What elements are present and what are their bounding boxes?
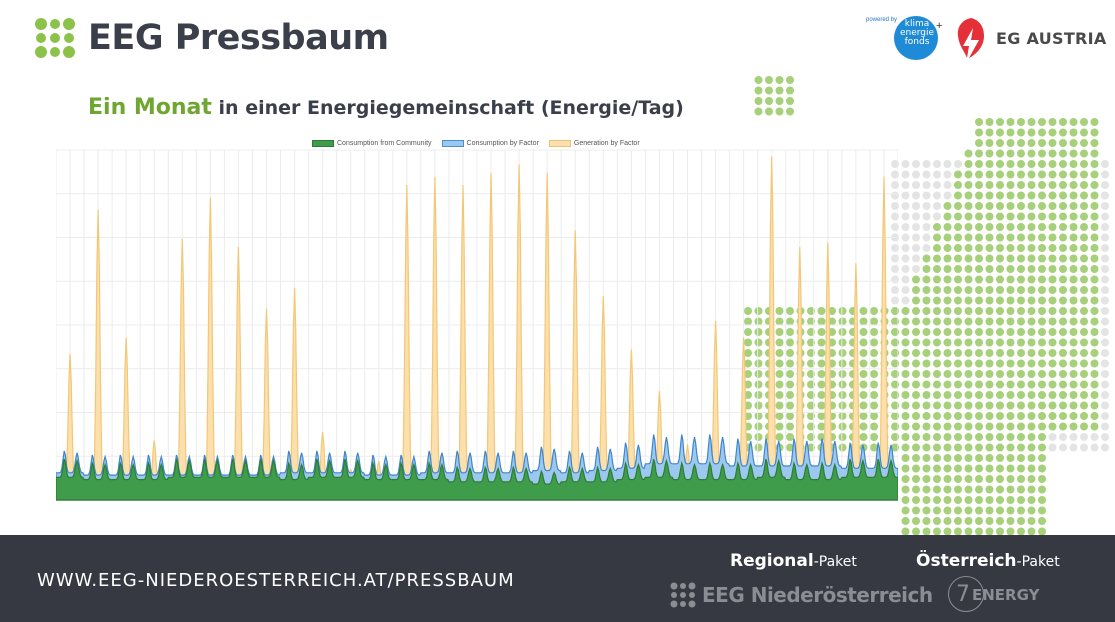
- header: EEG Pressbaum powered by klima energie f…: [0, 0, 1115, 80]
- website-url[interactable]: WWW.EEG-NIEDEROESTERREICH.AT/PRESSBAUM: [37, 570, 515, 591]
- regional-suffix: -Paket: [813, 554, 857, 570]
- powered-by-label: powered by: [866, 17, 898, 23]
- oesterreich-bold: Österreich: [916, 551, 1017, 571]
- oesterreich-suffix: -Paket: [1016, 554, 1060, 570]
- chart-heading-highlight: Ein Monat: [88, 95, 212, 120]
- seven-energy-ring-icon: [948, 576, 984, 612]
- legend-label: Consumption from Community: [337, 139, 432, 147]
- legend-label: Generation by Factor: [573, 139, 640, 147]
- eg-austria-label: EG AUSTRIA: [996, 29, 1107, 48]
- eeg-noe-logo-icon: [670, 582, 696, 608]
- regional-package-label: Regional-Paket: [730, 551, 857, 571]
- footer: [0, 535, 1115, 622]
- klima-plus: +: [936, 20, 943, 32]
- series-area-consumption-from-community[interactable]: [56, 458, 898, 501]
- oesterreich-package-label: Österreich-Paket: [916, 551, 1060, 571]
- seven-energy-label: ENERGY: [972, 586, 1040, 604]
- legend-item[interactable]: Consumption by Factor: [441, 139, 539, 147]
- klima-fonds-text: klima energie fonds: [899, 19, 935, 47]
- legend-item[interactable]: Generation by Factor: [548, 139, 640, 147]
- chart-legend: Consumption from Community Consumption by…: [312, 138, 640, 148]
- regional-bold: Regional: [730, 551, 814, 571]
- chart-heading-rest: in einer Energiegemeinschaft (Energie/Ta…: [211, 97, 684, 119]
- legend-swatch: [312, 139, 334, 147]
- eg-austria-bolt-icon: [957, 18, 984, 58]
- legend-label: Consumption by Factor: [466, 139, 539, 147]
- austria-dot-map: [744, 76, 1109, 536]
- chart-heading: Ein Monat in einer Energiegemeinschaft (…: [88, 95, 684, 120]
- eeg-logo-icon: [35, 18, 75, 58]
- energy-area-chart: [56, 149, 898, 501]
- brand-title: EEG Pressbaum: [88, 18, 389, 58]
- seven-energy-number: 7: [956, 582, 970, 607]
- legend-item[interactable]: Consumption from Community: [312, 139, 432, 147]
- eeg-noe-label: EEG Niederösterreich: [702, 583, 933, 607]
- klima-fonds-logo: [894, 16, 938, 60]
- legend-swatch: [441, 139, 464, 147]
- legend-swatch: [548, 139, 571, 147]
